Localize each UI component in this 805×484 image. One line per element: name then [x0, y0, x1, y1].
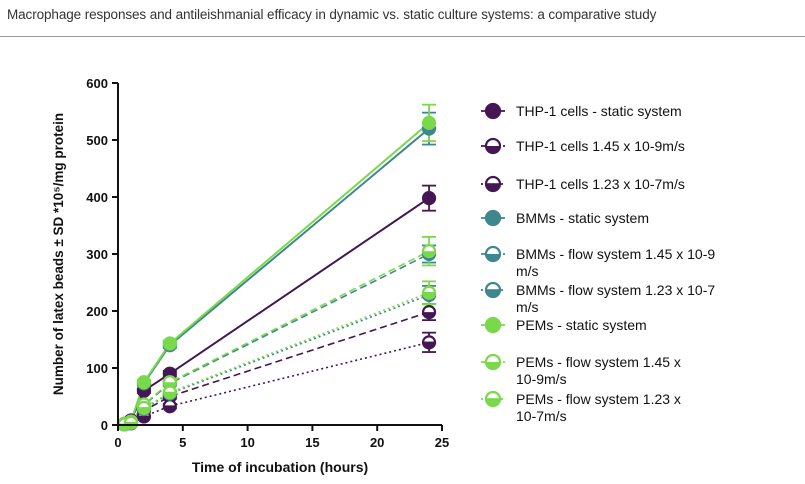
legend-marker-half	[486, 290, 500, 297]
legend-marker-half	[486, 362, 500, 369]
y-tick-label: 600	[86, 76, 108, 91]
legend-marker	[484, 353, 502, 371]
legend-marker-half	[486, 146, 500, 153]
y-tick-label: 300	[86, 247, 108, 262]
x-tick-label: 15	[305, 435, 319, 450]
legend-marker-shape	[484, 209, 502, 227]
legend-label: BMMs - flow system 1.45 x 10-9	[516, 246, 715, 262]
data-point-9-5-half	[423, 292, 436, 299]
legend-entry-2: THP-1 cells 1.45 x 10-9m/s	[481, 137, 685, 155]
y-tick-label: 200	[86, 304, 108, 319]
x-tick-label: 10	[240, 435, 254, 450]
data-point-7-4-shape	[162, 336, 177, 351]
y-tick-label: 400	[86, 190, 108, 205]
data-point-3-3-half	[137, 416, 150, 423]
legend-entry-7: PEMs - static system	[481, 316, 647, 334]
legend-label: 10-7m/s	[516, 408, 567, 424]
data-point-1-5-shape	[421, 191, 437, 206]
y-tick-label: 500	[86, 133, 108, 148]
legend-marker	[484, 102, 502, 120]
x-tick-label: 25	[435, 435, 449, 450]
legend-marker	[484, 245, 502, 263]
data-point-7-5	[421, 115, 437, 131]
legend-marker-shape	[484, 316, 502, 334]
legend-marker-half	[486, 254, 500, 261]
legend-entry-6: BMMs - flow system 1.23 x 10-7m/s	[481, 281, 715, 315]
legend-label: THP-1 cells 1.45 x 10-9m/s	[516, 138, 685, 154]
data-point-9-4	[162, 385, 177, 400]
legend-label: m/s	[516, 299, 539, 315]
page-title: Macrophage responses and antileishmanial…	[7, 7, 657, 22]
data-point-2-5-half	[423, 312, 436, 319]
legend-label: 10-9m/s	[516, 371, 567, 387]
data-point-8-5-half	[423, 251, 436, 258]
page-header: Macrophage responses and antileishmanial…	[0, 0, 805, 37]
legend-label: m/s	[516, 263, 539, 279]
x-tick-label: 0	[114, 435, 121, 450]
legend-label: PEMs - static system	[516, 317, 647, 333]
data-point-9-3-half	[137, 407, 150, 414]
x-tick-label: 5	[179, 435, 186, 450]
legend-entry-9: PEMs - flow system 1.23 x10-7m/s	[481, 390, 681, 424]
data-point-7-4	[162, 336, 177, 351]
legend-label: BMMs - static system	[516, 210, 649, 226]
legend-marker-half	[486, 399, 500, 406]
legend-entry-8: PEMs - flow system 1.45 x10-9m/s	[481, 353, 681, 387]
legend-marker	[484, 316, 502, 334]
legend-entry-4: BMMs - static system	[481, 209, 649, 227]
y-axis-label: Number of latex beads ± SD *10⁵/mg prote…	[51, 113, 66, 395]
data-point-3-5-half	[423, 342, 436, 349]
legend-marker	[484, 281, 502, 299]
legend-entry-5: BMMs - flow system 1.45 x 10-9m/s	[481, 245, 715, 279]
y-tick-label: 0	[101, 418, 108, 433]
data-point-9-4-half	[163, 392, 176, 399]
y-tick-label: 100	[86, 361, 108, 376]
data-point-7-3-shape	[136, 375, 152, 390]
legend-label: PEMs - flow system 1.23 x	[516, 391, 681, 407]
legend-label: BMMs - flow system 1.23 x 10-7	[516, 282, 715, 298]
data-point-3-5	[421, 335, 437, 350]
legend-marker	[484, 390, 502, 408]
data-point-7-5-shape	[421, 115, 437, 131]
legend-entry-1: THP-1 cells - static system	[481, 102, 682, 120]
legend-marker	[484, 175, 502, 193]
data-point-9-3	[136, 400, 152, 415]
x-tick-label: 20	[370, 435, 384, 450]
legend-entry-3: THP-1 cells 1.23 x 10-7m/s	[481, 175, 685, 193]
data-point-9-2	[123, 415, 139, 430]
x-axis-label: Time of incubation (hours)	[192, 459, 368, 475]
legend-marker-shape	[484, 102, 502, 120]
data-point-1-5	[421, 191, 437, 206]
legend-label: THP-1 cells 1.23 x 10-7m/s	[516, 176, 685, 192]
legend-marker-half	[486, 184, 500, 191]
legend-label: THP-1 cells - static system	[516, 103, 682, 119]
data-point-3-4	[162, 399, 177, 414]
data-point-8-5	[421, 244, 437, 259]
legend-marker	[484, 209, 502, 227]
legend-label: PEMs - flow system 1.45 x	[516, 354, 681, 370]
data-point-3-4-half	[163, 406, 176, 413]
data-point-7-3	[136, 375, 152, 390]
data-point-2-5	[421, 305, 437, 320]
legend-marker	[484, 137, 502, 155]
data-point-9-5	[421, 285, 437, 300]
